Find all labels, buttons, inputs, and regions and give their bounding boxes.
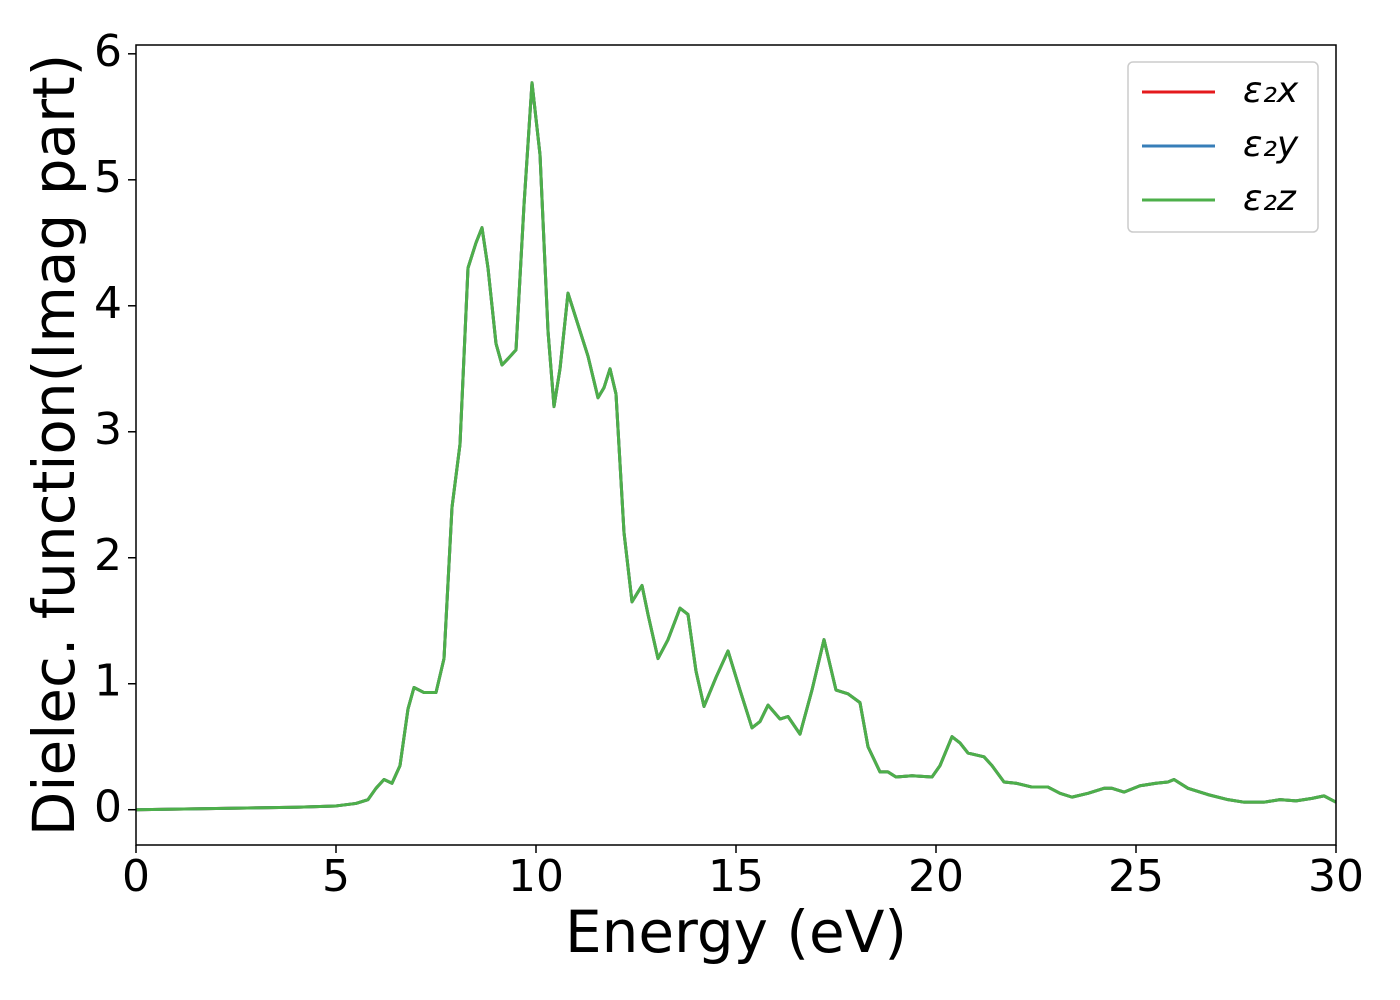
plot-frame bbox=[135, 44, 1337, 846]
y-axis-label: Dielec. function(Imag part) bbox=[20, 54, 88, 837]
y-tick-label: 4 bbox=[94, 278, 122, 329]
legend-label: ε₂y bbox=[1243, 124, 1299, 165]
y-tick-label: 1 bbox=[94, 656, 122, 707]
x-tick-label: 30 bbox=[1308, 851, 1364, 902]
y-tick-label: 5 bbox=[94, 152, 122, 203]
x-tick-label: 10 bbox=[508, 851, 564, 902]
y-tick-label: 2 bbox=[94, 530, 122, 581]
x-tick-label: 25 bbox=[1108, 851, 1164, 902]
x-tick-label: 20 bbox=[908, 851, 964, 902]
y-tick-label: 0 bbox=[94, 782, 122, 833]
legend-label: ε₂z bbox=[1243, 178, 1297, 219]
series-line bbox=[136, 81, 1336, 812]
legend-label: ε₂x bbox=[1243, 70, 1299, 111]
x-tick-label: 0 bbox=[122, 851, 150, 902]
x-tick-label: 5 bbox=[322, 851, 350, 902]
legend-box bbox=[1127, 61, 1319, 233]
x-axis-label: Energy (eV) bbox=[565, 898, 907, 966]
y-tick-label: 6 bbox=[94, 26, 122, 77]
x-tick-label: 15 bbox=[708, 851, 764, 902]
y-tick-label: 3 bbox=[94, 404, 122, 455]
